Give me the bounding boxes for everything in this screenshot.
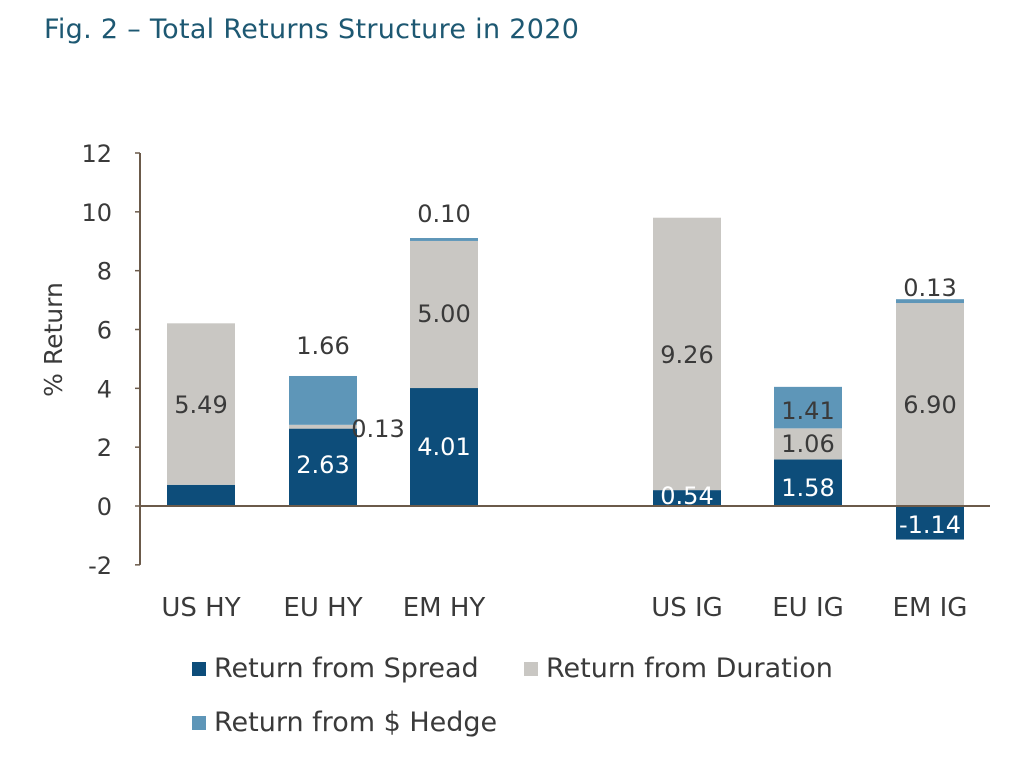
data-label: 0.13 bbox=[903, 274, 956, 302]
legend-label: Return from $ Hedge bbox=[214, 707, 497, 738]
bar-segment-return-from-spread bbox=[896, 506, 964, 540]
bar-segment-return-from-spread bbox=[289, 428, 357, 506]
data-label: 0.54 bbox=[660, 482, 713, 510]
x-category-label: EU HY bbox=[283, 593, 362, 623]
bar-segment-return-from-hedge bbox=[410, 238, 478, 241]
bar-segment-return-from-spread bbox=[774, 459, 842, 506]
data-label: -1.14 bbox=[899, 511, 961, 539]
x-category-label: EM IG bbox=[893, 593, 968, 623]
legend-label: Return from Duration bbox=[546, 653, 833, 684]
bar-segment-return-from-hedge bbox=[289, 375, 357, 425]
bar-segment-return-from-duration bbox=[774, 428, 842, 460]
bar-segment-return-from-duration bbox=[167, 323, 235, 485]
bar-segment-return-from-spread bbox=[410, 388, 478, 506]
y-tick-label: 6 bbox=[97, 317, 112, 345]
data-label: 9.26 bbox=[660, 341, 713, 369]
y-tick-label: 2 bbox=[97, 434, 112, 462]
bar-segment-return-from-duration bbox=[289, 424, 357, 429]
data-label: 0.13 bbox=[351, 415, 404, 443]
data-label: 5.00 bbox=[417, 300, 470, 328]
x-category-label: EM HY bbox=[403, 593, 486, 623]
x-category-label: US IG bbox=[651, 593, 723, 623]
y-tick-label: 4 bbox=[97, 375, 112, 403]
data-label: 0.72 bbox=[174, 508, 227, 536]
bar-segment-return-from-hedge bbox=[774, 386, 842, 429]
legend-swatch bbox=[192, 716, 206, 730]
data-label: 5.49 bbox=[174, 391, 227, 419]
legend-label: Return from Spread bbox=[214, 653, 479, 684]
y-tick-label: -2 bbox=[88, 552, 112, 580]
data-label: 1.06 bbox=[781, 430, 834, 458]
data-label: 1.41 bbox=[781, 397, 834, 425]
data-label: 6.90 bbox=[903, 391, 956, 419]
legend-swatch bbox=[524, 662, 538, 676]
y-tick-label: 12 bbox=[81, 140, 112, 168]
bar-segment-return-from-spread bbox=[167, 484, 235, 506]
x-category-label: US HY bbox=[161, 593, 240, 623]
bar-segment-return-from-hedge bbox=[896, 299, 964, 304]
data-label: 2.63 bbox=[296, 451, 349, 479]
data-label: 1.66 bbox=[296, 332, 349, 360]
bar-segment-return-from-duration bbox=[410, 240, 478, 389]
legend-swatch bbox=[192, 662, 206, 676]
figure-title: Fig. 2 – Total Returns Structure in 2020 bbox=[44, 14, 580, 45]
data-label: 4.01 bbox=[417, 433, 470, 461]
bar-segment-return-from-spread bbox=[653, 490, 721, 506]
y-tick-label: 8 bbox=[97, 258, 112, 286]
y-tick-label: 10 bbox=[81, 199, 112, 227]
bar-segment-return-from-duration bbox=[653, 217, 721, 491]
bar-segment-return-from-duration bbox=[896, 303, 964, 506]
x-category-label: EU IG bbox=[772, 593, 844, 623]
y-axis-title: % Return bbox=[39, 282, 68, 397]
data-label: 1.58 bbox=[781, 474, 834, 502]
data-label: 0.10 bbox=[417, 200, 470, 228]
y-tick-label: 0 bbox=[97, 493, 112, 521]
